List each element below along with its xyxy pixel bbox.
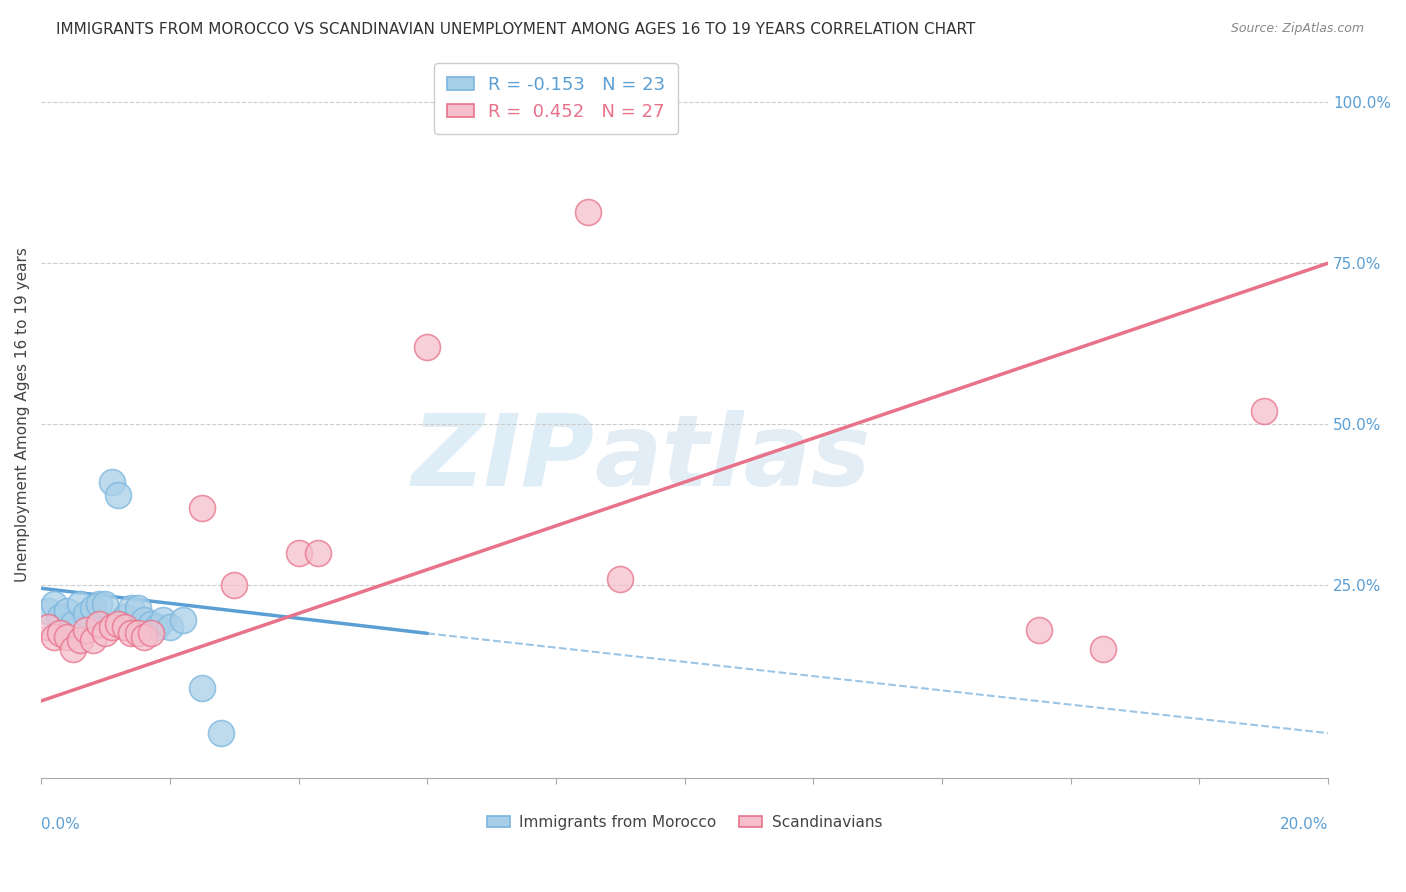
- Point: [1253, 404, 1275, 418]
- Point: [37, 604, 59, 618]
- Point: [224, 578, 246, 592]
- Point: [49, 626, 72, 640]
- Point: [75, 623, 97, 637]
- Point: [209, 726, 232, 740]
- Point: [609, 572, 631, 586]
- Point: [139, 626, 162, 640]
- Point: [120, 600, 142, 615]
- Point: [114, 620, 136, 634]
- Point: [101, 620, 124, 634]
- Point: [1091, 642, 1114, 657]
- Point: [75, 607, 97, 621]
- Point: [42, 598, 65, 612]
- Point: [114, 610, 136, 624]
- Point: [49, 610, 72, 624]
- Point: [56, 630, 79, 644]
- Point: [107, 488, 129, 502]
- Point: [62, 616, 84, 631]
- Point: [82, 600, 104, 615]
- Point: [146, 620, 169, 634]
- Point: [191, 681, 214, 695]
- Legend: Immigrants from Morocco, Scandinavians: Immigrants from Morocco, Scandinavians: [481, 809, 889, 836]
- Point: [307, 546, 329, 560]
- Point: [94, 626, 117, 640]
- Point: [152, 614, 174, 628]
- Point: [172, 614, 194, 628]
- Text: 20.0%: 20.0%: [1279, 817, 1329, 832]
- Point: [37, 620, 59, 634]
- Point: [139, 616, 162, 631]
- Point: [69, 632, 91, 647]
- Point: [56, 604, 79, 618]
- Text: Source: ZipAtlas.com: Source: ZipAtlas.com: [1230, 22, 1364, 36]
- Point: [1028, 623, 1050, 637]
- Point: [87, 598, 110, 612]
- Point: [132, 630, 155, 644]
- Point: [101, 475, 124, 489]
- Point: [576, 204, 599, 219]
- Point: [127, 600, 149, 615]
- Y-axis label: Unemployment Among Ages 16 to 19 years: Unemployment Among Ages 16 to 19 years: [15, 247, 30, 582]
- Point: [127, 626, 149, 640]
- Text: ZIP: ZIP: [412, 409, 595, 507]
- Point: [132, 614, 155, 628]
- Point: [120, 626, 142, 640]
- Point: [62, 642, 84, 657]
- Point: [416, 340, 439, 354]
- Point: [69, 598, 91, 612]
- Point: [107, 616, 129, 631]
- Point: [87, 616, 110, 631]
- Point: [191, 500, 214, 515]
- Point: [159, 620, 181, 634]
- Text: IMMIGRANTS FROM MOROCCO VS SCANDINAVIAN UNEMPLOYMENT AMONG AGES 16 TO 19 YEARS C: IMMIGRANTS FROM MOROCCO VS SCANDINAVIAN …: [56, 22, 976, 37]
- Point: [94, 598, 117, 612]
- Point: [287, 546, 309, 560]
- Point: [42, 630, 65, 644]
- Point: [82, 632, 104, 647]
- Text: 0.0%: 0.0%: [41, 817, 80, 832]
- Text: atlas: atlas: [595, 409, 872, 507]
